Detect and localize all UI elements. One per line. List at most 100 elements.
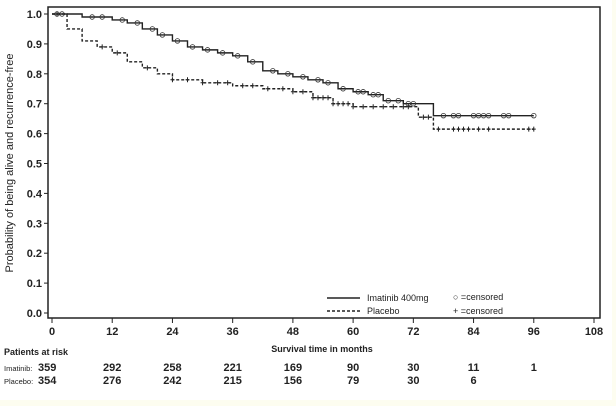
- y-tick-label: 0.2: [27, 248, 42, 260]
- x-tick-label: 96: [528, 326, 540, 338]
- risk-value: 156: [284, 375, 302, 387]
- censor-mark-circle: [450, 112, 457, 119]
- censor-mark-plus: [451, 126, 456, 132]
- censor-mark-circle: [375, 92, 381, 98]
- censor-mark-plus: [115, 50, 120, 56]
- censor-mark-plus: [466, 126, 471, 132]
- censor-mark-plus: [331, 101, 336, 107]
- censor-mark-circle: [300, 74, 306, 80]
- x-tick-label: 72: [407, 326, 419, 338]
- censor-mark-circle: [285, 71, 291, 77]
- censor-mark-circle: [234, 53, 241, 59]
- censor-mark-plus: [170, 77, 175, 83]
- legend: Imatinib 400mg Placebo ○ =censored + =ce…: [327, 292, 503, 316]
- censor-mark-circle: [149, 26, 156, 32]
- risk-value: 11: [468, 362, 480, 374]
- censor-mark-plus: [200, 80, 205, 86]
- risk-value: 215: [223, 375, 241, 387]
- censor-mark-plus: [250, 83, 255, 89]
- censor-mark-plus: [531, 126, 536, 132]
- censor-mark-plus: [240, 83, 245, 89]
- risk-value: 292: [103, 362, 121, 374]
- risk-value: 90: [347, 362, 359, 374]
- risk-value: 242: [163, 375, 181, 387]
- censor-mark-circle: [174, 38, 181, 44]
- risk-value: 6: [470, 375, 476, 387]
- censor-mark-circle: [89, 14, 95, 20]
- x-tick-label: 36: [227, 326, 239, 338]
- censor-mark-circle: [440, 112, 447, 119]
- x-tick-label: 24: [166, 326, 179, 338]
- censor-mark-plus: [371, 104, 376, 110]
- censor-mark-circle: [134, 20, 141, 26]
- risk-value: 354: [38, 375, 57, 387]
- censor-mark-plus: [361, 104, 366, 110]
- censor-mark-circle: [500, 112, 507, 119]
- y-tick-label: 0.4: [27, 188, 43, 200]
- censor-mark-plus: [461, 126, 466, 132]
- risk-value: 276: [103, 375, 121, 387]
- censor-mark-plus: [55, 11, 60, 17]
- censor-mark-circle: [99, 14, 105, 20]
- risk-value: 258: [163, 362, 181, 374]
- y-tick-label: 0.5: [27, 159, 42, 171]
- y-axis-label: Probability of being alive and recurrenc…: [4, 54, 16, 273]
- risk-value: 221: [223, 362, 241, 374]
- censor-mark-plus: [401, 104, 406, 110]
- risk-value: 30: [407, 375, 419, 387]
- censor-mark-circle: [410, 100, 417, 107]
- censor-mark-circle: [119, 17, 125, 23]
- censor-mark-circle: [455, 112, 462, 119]
- censor-mark-circle: [531, 112, 537, 119]
- risk-row-label: Imatinib:: [4, 364, 32, 373]
- censor-mark-plus: [300, 89, 305, 95]
- legend-censor-plus: + =censored: [453, 306, 503, 316]
- censor-mark-plus: [351, 104, 356, 110]
- censor-mark-plus: [185, 77, 190, 83]
- x-tick-label: 0: [49, 326, 55, 338]
- censor-mark-circle: [325, 80, 331, 86]
- censor-mark-plus: [406, 104, 411, 110]
- risk-row-label: Placebo:: [4, 377, 33, 386]
- censor-mark-plus: [265, 86, 270, 92]
- censor-mark-plus: [436, 126, 441, 132]
- y-tick-label: 1.0: [27, 9, 42, 21]
- censor-mark-plus: [341, 101, 346, 107]
- legend-label-placebo: Placebo: [367, 306, 400, 316]
- y-tick-label: 0.6: [27, 129, 42, 141]
- censor-mark-circle: [385, 98, 391, 104]
- x-tick-label: 12: [106, 326, 118, 338]
- censor-mark-plus: [391, 104, 396, 110]
- risk-table-title: Patients at risk: [4, 347, 69, 357]
- censor-mark-circle: [159, 32, 166, 38]
- censor-mark-circle: [470, 112, 477, 119]
- x-tick-label: 60: [347, 326, 359, 338]
- censor-mark-circle: [505, 112, 512, 119]
- censor-mark-plus: [421, 114, 426, 120]
- censor-mark-circle: [475, 112, 482, 119]
- censor-mark-plus: [326, 95, 331, 101]
- risk-value: 359: [38, 362, 56, 374]
- censor-mark-plus: [215, 80, 220, 86]
- x-tick-label: 48: [287, 326, 299, 338]
- risk-value: 79: [347, 375, 359, 387]
- censor-mark-plus: [346, 101, 351, 107]
- censor-mark-plus: [280, 86, 285, 92]
- censor-mark-circle: [360, 89, 366, 95]
- risk-value: 30: [407, 362, 419, 374]
- censor-mark-plus: [336, 101, 341, 107]
- censor-mark-plus: [526, 126, 531, 132]
- censor-mark-plus: [426, 114, 431, 120]
- censor-mark-plus: [321, 95, 325, 101]
- censor-mark-plus: [486, 126, 491, 132]
- censor-mark-plus: [225, 80, 230, 86]
- x-tick-label: 84: [467, 326, 480, 338]
- x-tick-label: 108: [585, 326, 603, 338]
- x-axis-label: Survival time in months: [271, 344, 373, 354]
- censor-mark-plus: [310, 95, 315, 101]
- censor-mark-circle: [219, 50, 226, 56]
- censor-mark-circle: [189, 44, 196, 50]
- legend-label-imatinib: Imatinib 400mg: [367, 293, 429, 303]
- km-curve-imatinib: [52, 13, 534, 117]
- censor-mark-plus: [476, 126, 481, 132]
